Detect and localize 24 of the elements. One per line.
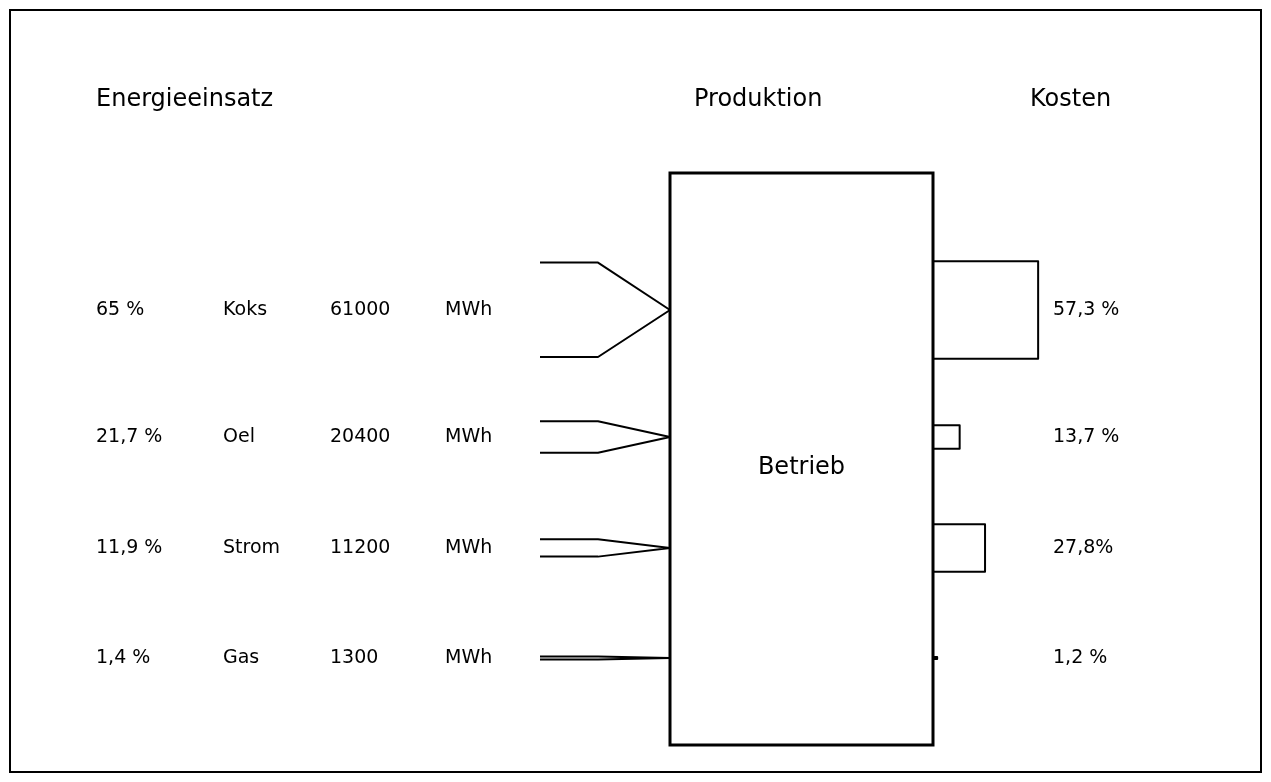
data-label: 11200: [330, 534, 391, 557]
data-label: 20400: [330, 423, 391, 446]
category-label: Strom: [223, 534, 281, 557]
data-label: 11,9 %: [96, 534, 163, 557]
category-label: Koks: [223, 296, 268, 319]
legend-label: Energieeinsatz: [96, 84, 274, 113]
text: Produktion: [694, 84, 823, 113]
text: MWh: [445, 296, 493, 319]
legend-label: Kosten: [1030, 84, 1112, 113]
data-label: 57,3 %: [1053, 296, 1120, 319]
category-label: Gas: [223, 644, 260, 667]
data-label: 1,2 %: [1053, 644, 1108, 667]
data-label: 61000: [330, 296, 391, 319]
text: MWh: [445, 644, 493, 667]
data-label: 13,7 %: [1053, 423, 1120, 446]
text: Betrieb: [757, 452, 846, 481]
data-label: 1300: [330, 644, 379, 667]
data-label: 21,7 %: [96, 423, 163, 446]
text: MWh: [445, 534, 493, 557]
data-label: 1,4 %: [96, 644, 151, 667]
data-label: 27,8%: [1053, 534, 1114, 557]
category-label: Oel: [223, 423, 255, 446]
data-label: 65 %: [96, 296, 145, 319]
text: MWh: [445, 423, 493, 446]
